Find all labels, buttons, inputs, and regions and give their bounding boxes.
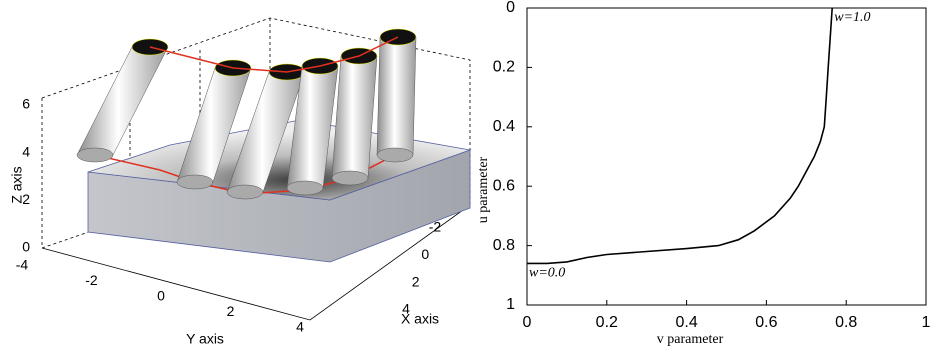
y-tick-label: 0.2 [493, 59, 515, 76]
figure: Z axis Y axis X axis v parameter u param… [0, 0, 930, 350]
z-tick-label: 6 [22, 96, 30, 112]
y-tick-label: -2 [85, 272, 98, 288]
x-tick-label: 0.4 [675, 314, 697, 331]
y-tick-label: 2 [227, 303, 235, 319]
y-axis-label: Y axis [186, 331, 224, 347]
z-tick-label: 2 [22, 191, 30, 207]
y-tick-label: 0.4 [493, 118, 515, 135]
z-tick-label: 4 [22, 143, 30, 159]
x-axis-label: v parameter [657, 332, 724, 347]
x-tick-label: 2 [412, 273, 420, 289]
x-tick-label: 0.8 [835, 314, 857, 331]
y-tick-label: -4 [16, 257, 29, 273]
z-tick-label: 0 [22, 239, 30, 255]
curve [527, 8, 832, 263]
x-tick-label: -2 [429, 219, 442, 235]
plot-frame [527, 8, 926, 305]
y-tick-label: 1 [506, 296, 515, 313]
y-tick-label: 0.8 [493, 237, 515, 254]
x-tick-label: 0 [523, 314, 532, 331]
y-tick-label: 0 [157, 288, 165, 304]
annotation: w=1.0 [834, 10, 870, 25]
annotation: w=0.0 [529, 266, 565, 281]
x-tick-label: 4 [402, 301, 410, 317]
x-tick-label: 0.2 [596, 314, 618, 331]
y-tick-label: 0 [506, 0, 515, 16]
x-tick-label: 0 [421, 246, 429, 262]
x-tick-label: 1 [922, 314, 930, 331]
y-tick-label: 0.6 [493, 177, 515, 194]
y-axis-label: u parameter [476, 156, 491, 223]
y-tick-label: 4 [296, 319, 304, 335]
x-tick-label: 0.6 [755, 314, 777, 331]
